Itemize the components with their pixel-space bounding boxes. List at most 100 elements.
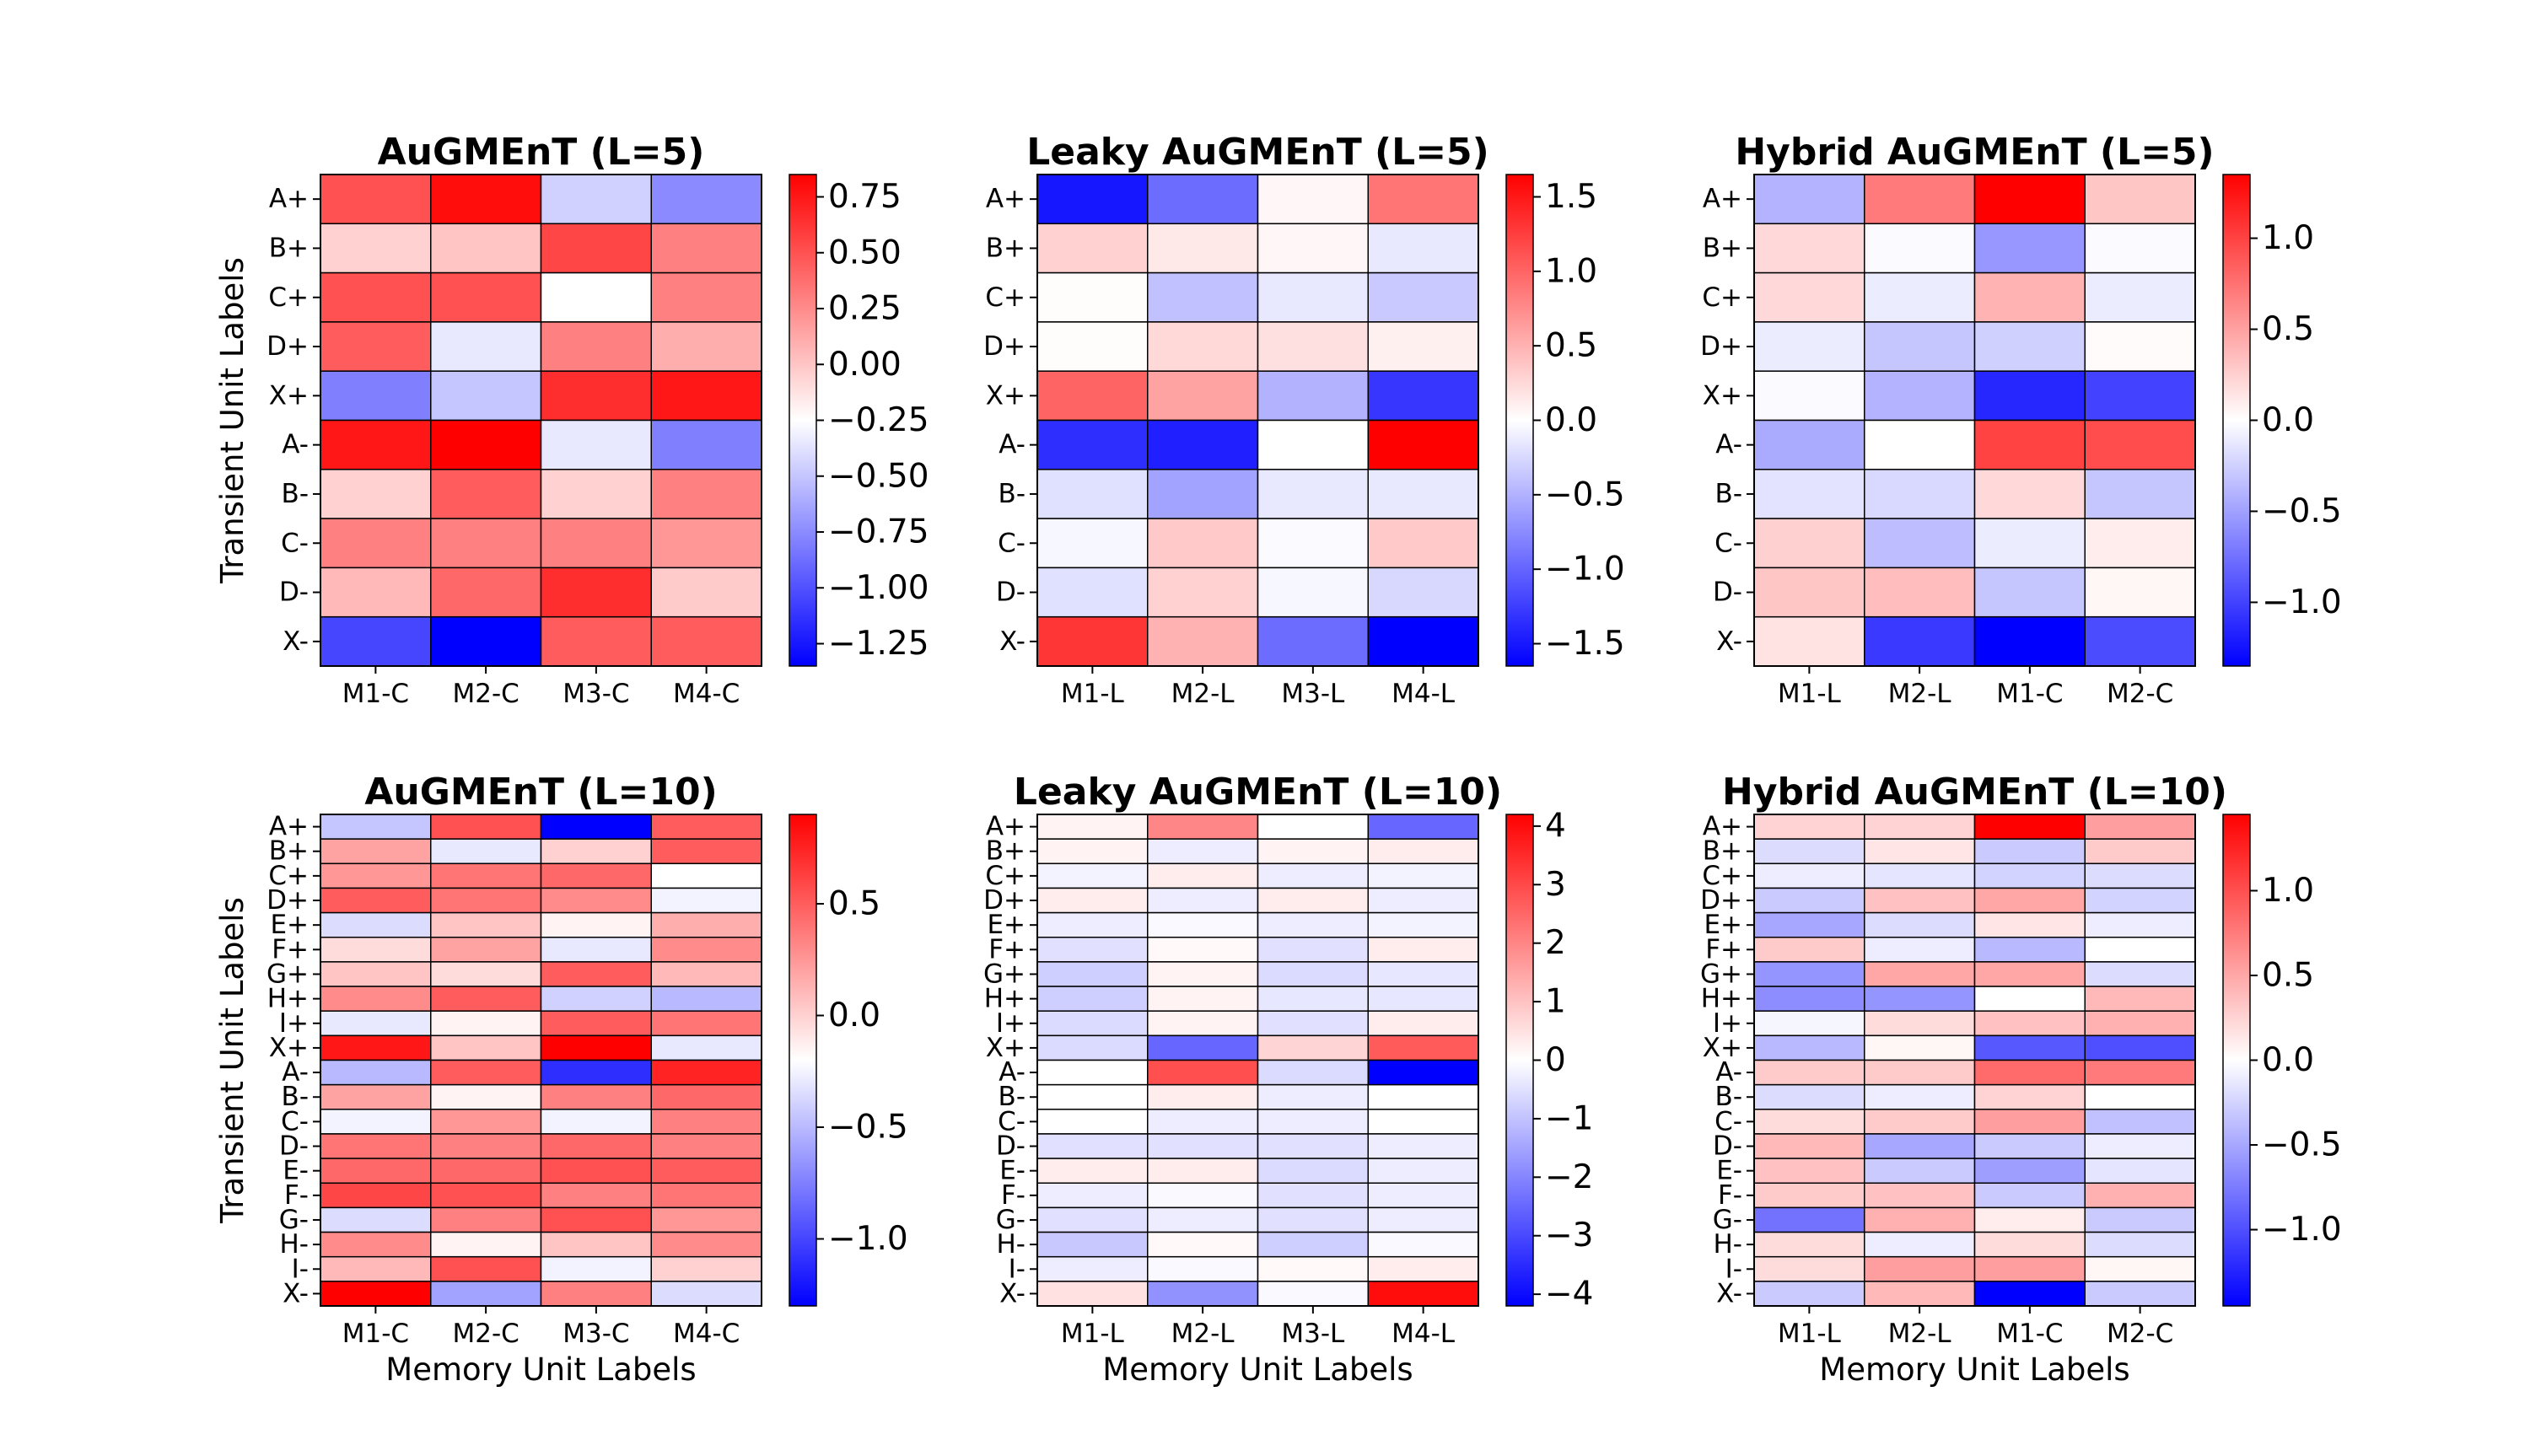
heatmap-cell: [1257, 174, 1369, 225]
heatmap-cell: [1147, 1109, 1259, 1135]
heatmap-cell: [2084, 887, 2196, 914]
y-tick-label: H+: [267, 984, 309, 1014]
heatmap-cell: [1973, 1231, 2086, 1258]
heatmap-cell: [1147, 1206, 1259, 1233]
heatmap-cell: [1864, 838, 1976, 865]
heatmap-cell: [650, 862, 762, 889]
heatmap-cell: [1036, 1109, 1149, 1135]
heatmap-cell: [430, 174, 542, 225]
y-tick-label: H-: [1714, 1229, 1743, 1260]
heatmap-cell: [1864, 887, 1976, 914]
heatmap-cell: [650, 1182, 762, 1209]
heatmap-cell: [1864, 469, 1976, 519]
heatmap-cell: [1257, 271, 1369, 323]
y-tick-label: C+: [985, 861, 1025, 891]
y-tick-label: G-: [1713, 1205, 1742, 1235]
heatmap-cell: [1367, 1010, 1479, 1037]
y-tick-label: C-: [1714, 528, 1742, 558]
heatmap-cell: [1257, 1158, 1369, 1184]
heatmap-cell: [1036, 814, 1149, 840]
heatmap-cell: [1036, 1281, 1149, 1307]
colorbar: [1505, 174, 1534, 667]
heatmap-cell: [540, 1034, 652, 1061]
heatmap-cell: [1147, 1182, 1259, 1209]
heatmap-cell: [1753, 1255, 1865, 1282]
y-tick-label: D-: [279, 1131, 309, 1162]
heatmap-cell: [1147, 862, 1259, 889]
heatmap-cell: [2084, 174, 2196, 225]
y-tick-label: X-: [283, 626, 309, 657]
y-tick-label: C+: [268, 861, 309, 891]
heatmap-cell: [320, 469, 432, 519]
heatmap-cell: [1753, 862, 1865, 889]
heatmap-cell: [1753, 961, 1865, 987]
heatmap-cell: [1973, 271, 2086, 323]
y-tick-label: D-: [1713, 1131, 1742, 1162]
heatmap-cell: [430, 862, 542, 889]
y-tick-label: A-: [1715, 1057, 1742, 1088]
y-tick-label: H-: [280, 1229, 310, 1260]
heatmap-cell: [650, 615, 762, 667]
y-tick-label: C+: [1702, 861, 1742, 891]
panel-title: AuGMEnT (L=10): [364, 771, 717, 814]
heatmap-cell: [650, 911, 762, 938]
heatmap-cell: [540, 1133, 652, 1159]
heatmap-cell: [1257, 1255, 1369, 1282]
y-tick-label: F-: [284, 1180, 309, 1211]
y-tick-label: C-: [281, 1106, 309, 1136]
heatmap-cell: [2084, 862, 2196, 889]
heatmap-cell: [1257, 887, 1369, 914]
y-tick-label: X+: [269, 1033, 309, 1063]
heatmap-cell: [650, 1158, 762, 1184]
heatmap-cell: [1257, 223, 1369, 274]
heatmap-cell: [1367, 1255, 1479, 1282]
y-tick-label: X-: [1716, 1278, 1742, 1308]
heatmap-cell: [1257, 814, 1369, 840]
heatmap-cell: [1864, 419, 1976, 470]
colorbar-tick-label: 0.5: [2262, 956, 2314, 994]
heatmap-cell: [1864, 1158, 1976, 1184]
y-tick-label: B+: [1703, 836, 1742, 867]
y-tick-label: E+: [270, 910, 309, 940]
x-tick-label: M2-C: [2107, 1319, 2173, 1349]
colorbar: [1505, 814, 1534, 1307]
heatmap-cell: [540, 814, 652, 840]
y-tick-label: F+: [988, 934, 1025, 964]
heatmap-cell: [1973, 1255, 2086, 1282]
heatmap-cell: [1147, 1158, 1259, 1184]
colorbar-tick-label: 1: [1545, 983, 1566, 1021]
heatmap-cell: [320, 419, 432, 470]
heatmap-cell: [1147, 518, 1259, 569]
colorbar-tick-label: −1: [1545, 1099, 1594, 1137]
heatmap-cell: [1257, 469, 1369, 519]
heatmap-cell: [1973, 1206, 2086, 1233]
panel-title: Leaky AuGMEnT (L=5): [1026, 131, 1489, 174]
heatmap-cell: [430, 1231, 542, 1258]
colorbar: [789, 174, 817, 667]
colorbar-tick-label: 0: [1545, 1041, 1566, 1079]
y-tick-label: D+: [1700, 331, 1742, 362]
heatmap-cell: [1036, 937, 1149, 963]
heatmap-cell: [1753, 174, 1865, 225]
x-axis-label: Memory Unit Labels: [1819, 1351, 2129, 1388]
heatmap-cell: [650, 937, 762, 963]
heatmap-cell: [650, 518, 762, 569]
panel-title: Hybrid AuGMEnT (L=5): [1735, 131, 2214, 174]
heatmap-cell: [1257, 911, 1369, 938]
y-tick-label: A+: [986, 184, 1025, 214]
panel-title: Leaky AuGMEnT (L=10): [1014, 771, 1502, 814]
heatmap-cell: [540, 567, 652, 618]
heatmap-panel-3: Hybrid AuGMEnT (L=5) A+ B+ C+ D+ X+ A- B- C- D- X-…: [1700, 131, 2342, 709]
heatmap-cell: [540, 174, 652, 225]
heatmap-cell: [430, 1133, 542, 1159]
heatmap-cell: [1753, 469, 1865, 519]
heatmap-cell: [540, 862, 652, 889]
heatmap-cell: [1973, 518, 2086, 569]
heatmap-cell: [430, 271, 542, 323]
heatmap-cell: [2084, 223, 2196, 274]
heatmap-cell: [1753, 1083, 1865, 1110]
colorbar-tick-label: −0.5: [2262, 492, 2342, 530]
heatmap-cell: [2084, 838, 2196, 865]
heatmap-cell: [1147, 887, 1259, 914]
y-tick-label: D-: [279, 578, 309, 608]
